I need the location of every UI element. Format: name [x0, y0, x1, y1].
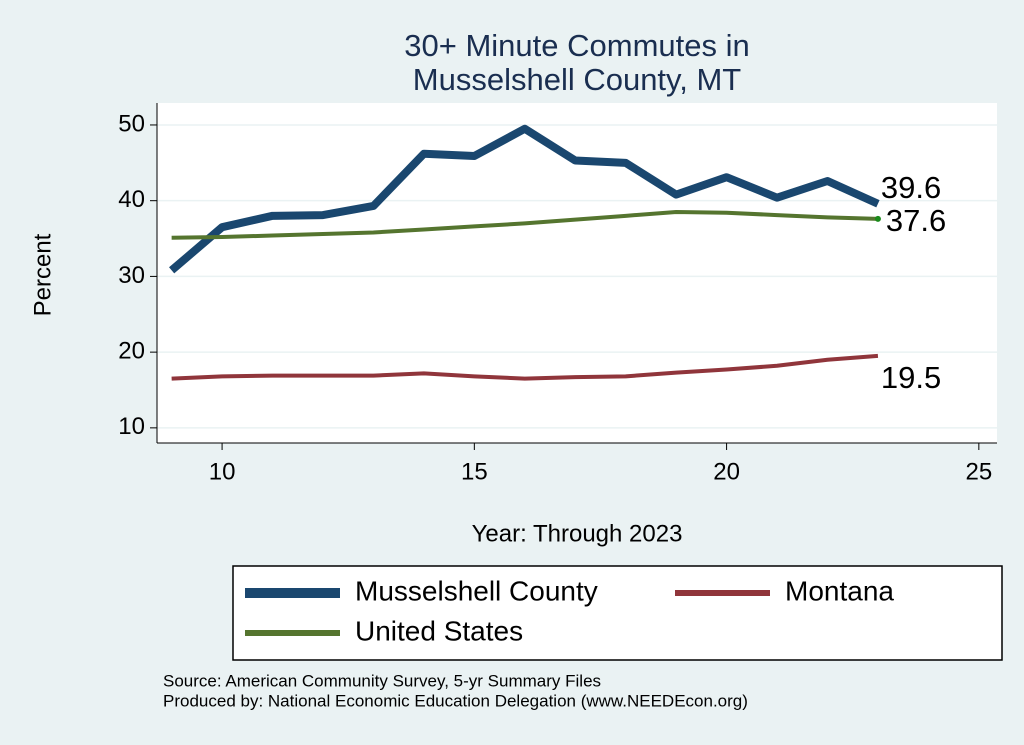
- legend-label: United States: [355, 615, 523, 646]
- end-marker: [874, 215, 881, 222]
- legend: [232, 565, 1003, 661]
- source-note: Source: American Community Survey, 5-yr …: [163, 671, 601, 690]
- y-tick-label: 30: [118, 262, 145, 289]
- y-axis-title: Percent: [29, 233, 56, 316]
- end-label: 37.6: [886, 203, 946, 238]
- x-axis-title: Year: Through 2023: [472, 520, 683, 547]
- y-tick-label: 20: [118, 337, 145, 364]
- plot-area: [157, 103, 997, 443]
- chart-title: 30+ Minute Commutes in: [404, 28, 749, 63]
- x-tick-label: 10: [209, 458, 236, 485]
- legend-label: Musselshell County: [355, 575, 598, 606]
- y-tick-label: 40: [118, 186, 145, 213]
- y-tick-label: 50: [118, 110, 145, 137]
- series-line: [169, 124, 880, 274]
- y-tick-label: 10: [118, 413, 145, 440]
- series-line: [171, 210, 878, 240]
- x-tick-label: 20: [713, 458, 740, 485]
- x-tick-label: 15: [461, 458, 488, 485]
- legend-label: Montana: [785, 575, 894, 606]
- x-tick-label: 25: [965, 458, 992, 485]
- end-label: 39.6: [881, 170, 941, 205]
- end-label: 19.5: [881, 360, 941, 395]
- series-line: [171, 353, 879, 381]
- chart-title: Musselshell County, MT: [413, 62, 742, 97]
- source-note: Produced by: National Economic Education…: [163, 691, 748, 710]
